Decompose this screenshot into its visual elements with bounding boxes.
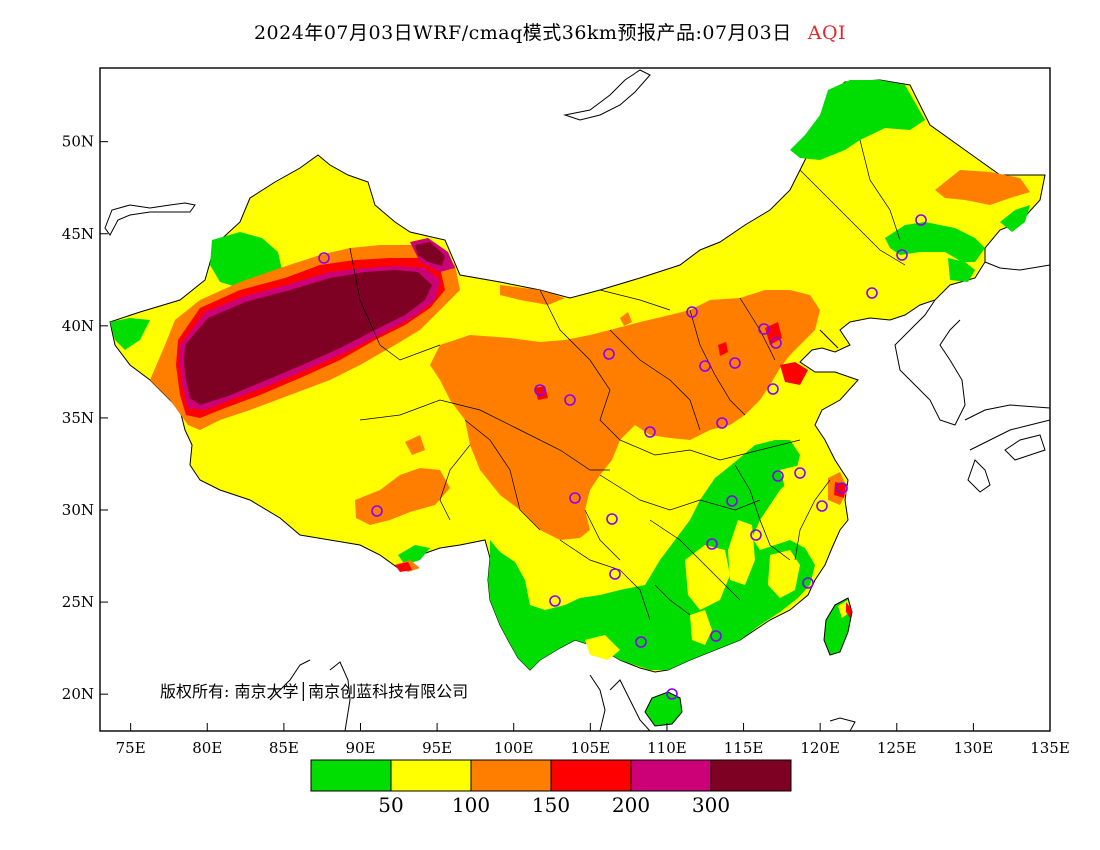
station-marker xyxy=(758,323,770,335)
aqi-legend: 50 100 150 200 300 xyxy=(310,759,792,817)
station-marker xyxy=(716,417,728,429)
station-marker xyxy=(706,538,718,550)
station-marker xyxy=(770,337,782,349)
legend-label: 200 xyxy=(612,793,650,817)
legend-label: 150 xyxy=(532,793,570,817)
x-tick-label: 95E xyxy=(422,739,452,757)
y-tick-label: 35N xyxy=(62,409,94,427)
y-tick-label: 25N xyxy=(62,593,94,611)
x-tick-label: 85E xyxy=(269,739,299,757)
station-marker xyxy=(816,500,828,512)
x-tick-label: 80E xyxy=(192,739,222,757)
station-marker xyxy=(564,394,576,406)
station-markers xyxy=(318,214,927,700)
y-axis: 50N 45N 40N 35N 30N 25N 20N xyxy=(62,133,108,703)
y-tick-label: 45N xyxy=(62,225,94,243)
station-marker xyxy=(318,252,330,264)
x-tick-label: 130E xyxy=(954,739,994,757)
station-marker xyxy=(666,688,678,700)
legend-swatch xyxy=(710,759,792,792)
x-tick-label: 115E xyxy=(724,739,764,757)
x-axis: 75E 80E 85E 90E 95E 100E 105E 110E 115E 120E 125E 1… xyxy=(116,723,1070,757)
station-marker xyxy=(686,306,698,318)
legend-label: 50 xyxy=(378,793,403,817)
legend-label: 100 xyxy=(452,793,490,817)
green-aqi-good-regions xyxy=(110,80,1030,670)
station-marker xyxy=(750,529,762,541)
maroon-aqi-hazardous-regions xyxy=(184,242,445,405)
plot-frame xyxy=(99,67,1051,732)
legend-swatch xyxy=(470,759,552,792)
station-marker xyxy=(603,348,615,360)
station-marker xyxy=(726,495,738,507)
x-tick-label: 110E xyxy=(647,739,687,757)
map-title: 2024年07月03日WRF/cmaq模式36km预报产品:07月03日 AQI xyxy=(0,18,1100,45)
station-marker xyxy=(606,513,618,525)
title-main: 2024年07月03日WRF/cmaq模式36km预报产品:07月03日 xyxy=(253,22,792,44)
station-marker xyxy=(609,568,621,580)
x-tick-label: 105E xyxy=(571,739,611,757)
legend-swatch xyxy=(390,759,472,792)
legend-label: 300 xyxy=(692,793,730,817)
station-marker xyxy=(915,214,927,226)
copyright-note: 版权所有: 南京大学│南京创蓝科技有限公司 xyxy=(160,681,468,701)
station-marker xyxy=(866,287,878,299)
x-tick-label: 135E xyxy=(1030,739,1070,757)
y-tick-label: 40N xyxy=(62,317,94,335)
station-marker xyxy=(794,467,806,479)
x-tick-label: 90E xyxy=(345,739,375,757)
x-tick-label: 120E xyxy=(800,739,840,757)
station-marker xyxy=(699,360,711,372)
station-marker xyxy=(772,470,784,482)
station-marker xyxy=(644,426,656,438)
yellow-patches-south xyxy=(585,465,815,660)
station-marker xyxy=(710,630,722,642)
province-boundaries xyxy=(349,139,906,621)
station-marker xyxy=(534,384,546,396)
y-tick-label: 50N xyxy=(62,133,94,151)
hainan-island xyxy=(644,691,683,727)
plot-area: 版权所有: 南京大学│南京创蓝科技有限公司 xyxy=(100,68,1050,731)
legend-swatch xyxy=(310,759,392,792)
neighbor-coastlines xyxy=(104,69,1050,731)
x-tick-label: 75E xyxy=(116,739,146,757)
station-marker xyxy=(729,357,741,369)
x-tick-label: 100E xyxy=(494,739,534,757)
station-marker xyxy=(635,636,647,648)
station-marker xyxy=(896,249,908,261)
station-marker xyxy=(569,492,581,504)
station-marker xyxy=(836,482,848,494)
title-variable: AQI xyxy=(807,22,847,44)
station-marker xyxy=(549,595,561,607)
y-tick-label: 20N xyxy=(62,685,94,703)
x-tick-label: 125E xyxy=(877,739,917,757)
taiwan-east-red xyxy=(846,602,852,618)
station-marker xyxy=(371,505,383,517)
legend-swatch xyxy=(550,759,632,792)
legend-swatch xyxy=(630,759,712,792)
y-tick-label: 30N xyxy=(62,501,94,519)
station-marker xyxy=(767,383,779,395)
station-marker xyxy=(802,577,814,589)
